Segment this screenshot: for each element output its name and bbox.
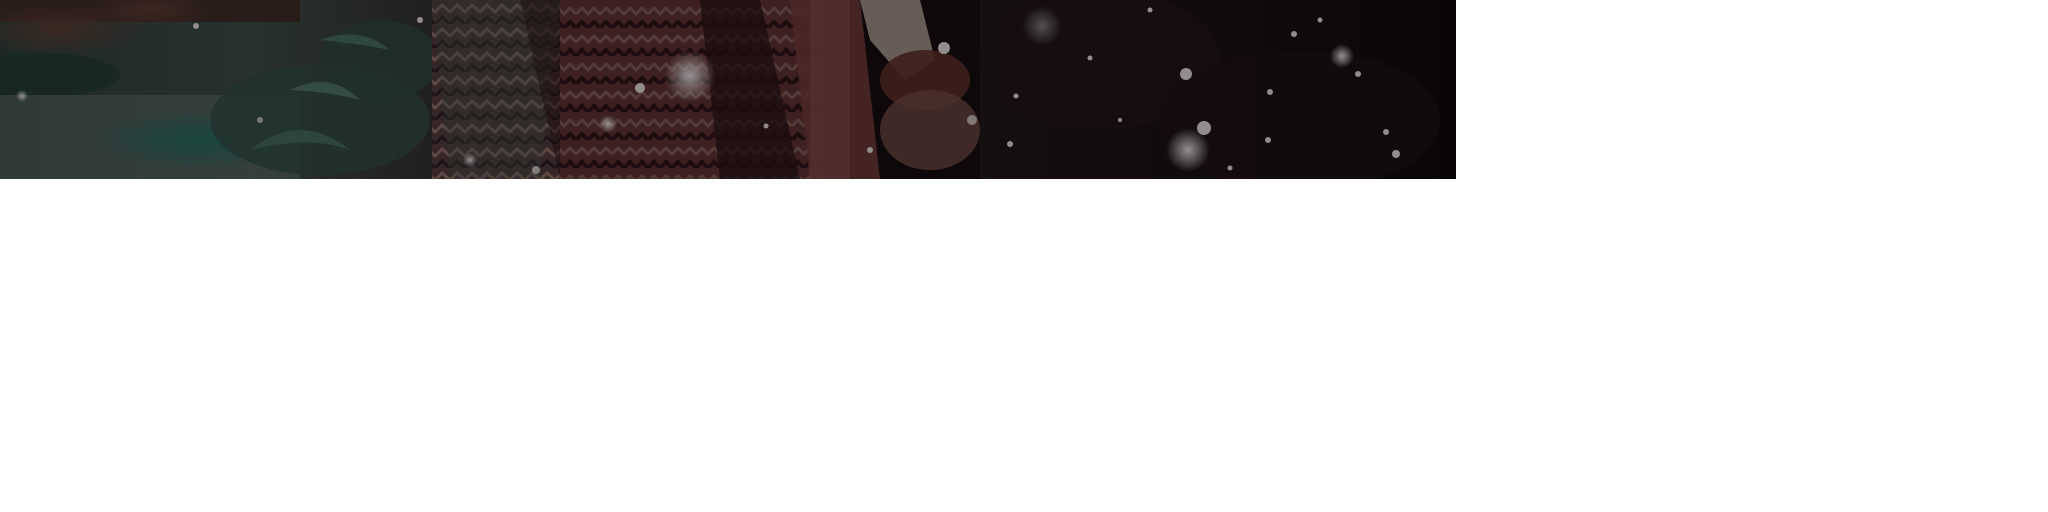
hero-image bbox=[0, 0, 1456, 179]
winter-scarf-photo bbox=[0, 0, 1456, 179]
